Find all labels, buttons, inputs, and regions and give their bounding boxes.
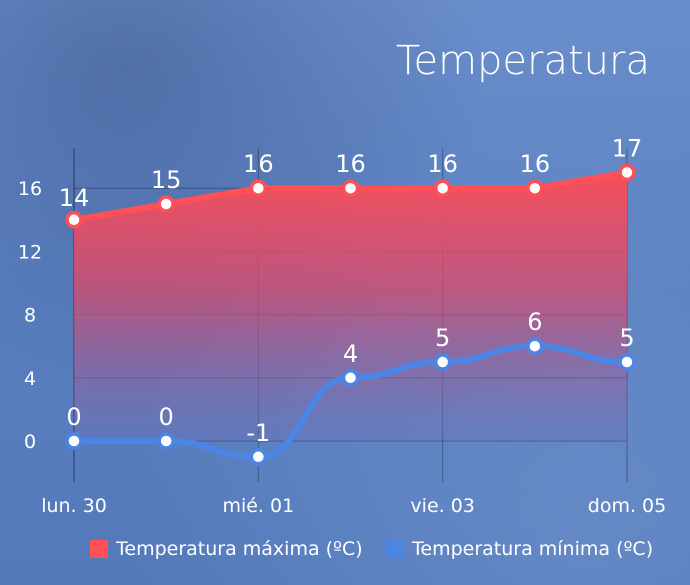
- max-data-label: 16: [335, 150, 366, 178]
- legend-swatch-min: [386, 540, 404, 558]
- min-data-point: [249, 448, 268, 466]
- max-data-label: 16: [243, 150, 274, 178]
- x-tick-label: dom. 05: [588, 495, 666, 517]
- y-tick-label: 16: [18, 178, 42, 200]
- legend-label-min: Temperatura mínima (ºC): [412, 538, 654, 560]
- min-data-label: 5: [619, 324, 634, 352]
- min-data-point: [65, 432, 83, 450]
- max-data-label: 15: [151, 166, 182, 194]
- y-tick-label: 4: [24, 368, 36, 390]
- min-data-label: 5: [435, 324, 450, 352]
- min-data-label: 6: [527, 308, 542, 336]
- max-data-point: [249, 179, 268, 197]
- max-data-label: 16: [520, 150, 551, 178]
- x-tick-label: mié. 01: [222, 495, 294, 517]
- max-data-point: [341, 179, 360, 197]
- min-data-point: [157, 432, 175, 450]
- y-tick-label: 0: [24, 431, 36, 453]
- min-data-label: 0: [66, 403, 81, 431]
- max-data-label: 14: [59, 184, 90, 212]
- min-data-label: 4: [343, 340, 358, 368]
- legend-swatch-max: [90, 540, 108, 558]
- chart-legend: Temperatura máxima (ºC) Temperatura míni…: [0, 534, 690, 564]
- max-data-point: [618, 163, 636, 182]
- max-series-area: [74, 172, 627, 441]
- legend-item-max[interactable]: Temperatura máxima (ºC): [90, 534, 363, 564]
- min-data-point: [618, 353, 636, 371]
- max-data-label: 17: [612, 134, 643, 162]
- min-data-label: 0: [159, 403, 174, 431]
- min-data-point: [341, 369, 360, 387]
- max-data-label: 16: [427, 150, 458, 178]
- max-data-point: [526, 179, 544, 197]
- x-tick-label: vie. 03: [410, 495, 474, 517]
- y-tick-label: 8: [24, 305, 36, 327]
- legend-label-max: Temperatura máxima (ºC): [116, 538, 363, 560]
- x-tick-label: lun. 30: [41, 495, 107, 517]
- legend-item-min[interactable]: Temperatura mínima (ºC): [386, 534, 653, 564]
- min-data-label: -1: [246, 419, 270, 447]
- chart-title: Temperatura: [395, 38, 650, 84]
- y-tick-label: 12: [18, 241, 42, 263]
- max-data-point: [433, 179, 452, 197]
- max-data-point: [157, 195, 175, 213]
- min-data-point: [433, 353, 452, 371]
- min-data-point: [526, 337, 544, 355]
- max-data-point: [65, 211, 83, 229]
